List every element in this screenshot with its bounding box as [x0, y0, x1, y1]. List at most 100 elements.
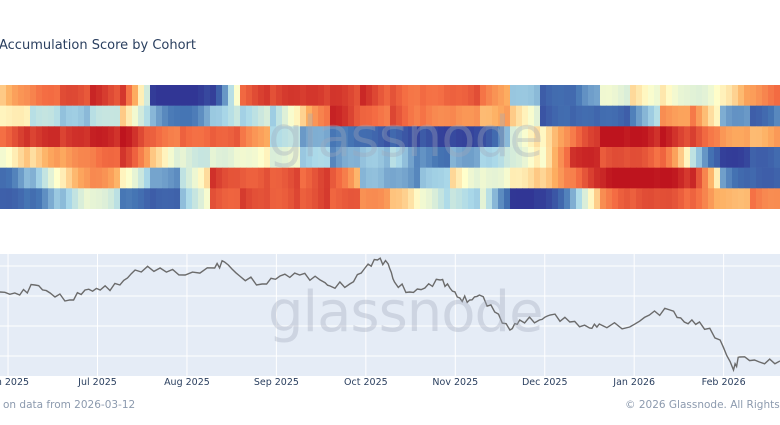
- heatmap-cell: [756, 105, 763, 127]
- heatmap-cell: [426, 147, 433, 168]
- heatmap-cell: [696, 105, 703, 127]
- heatmap-cell: [270, 167, 277, 189]
- heatmap-cell: [666, 126, 673, 148]
- heatmap-cell: [432, 167, 439, 189]
- heatmap-cell: [78, 126, 85, 148]
- heatmap-cell: [162, 167, 169, 189]
- heatmap-cell: [6, 126, 13, 148]
- heatmap-cell: [444, 105, 451, 127]
- heatmap-cell: [642, 105, 649, 127]
- heatmap-cell: [168, 147, 175, 168]
- heatmap-cell: [750, 147, 757, 168]
- heatmap-cell: [102, 85, 109, 106]
- heatmap-cell: [450, 126, 457, 148]
- heatmap-cell: [156, 188, 163, 209]
- heatmap-cell: [402, 105, 409, 127]
- heatmap-cell: [510, 167, 517, 189]
- heatmap-cell: [180, 167, 187, 189]
- heatmap-cell: [354, 147, 361, 168]
- heatmap-cell: [258, 85, 265, 106]
- heatmap-cell: [708, 126, 715, 148]
- heatmap-cell: [624, 85, 631, 106]
- heatmap-cell: [240, 147, 247, 168]
- heatmap-cell: [354, 167, 361, 189]
- heatmap-cell: [444, 188, 451, 209]
- heatmap-cell: [234, 105, 241, 127]
- heatmap-cell: [330, 85, 337, 106]
- heatmap-cell: [396, 188, 403, 209]
- heatmap-cell: [204, 126, 211, 148]
- heatmap-cell: [594, 188, 601, 209]
- heatmap-cell: [630, 188, 637, 209]
- heatmap-cell: [264, 147, 271, 168]
- heatmap-cell: [654, 105, 661, 127]
- heatmap-cell: [684, 167, 691, 189]
- heatmap-cell: [174, 85, 181, 106]
- heatmap-cell: [192, 188, 199, 209]
- heatmap-cell: [150, 126, 157, 148]
- heatmap-cell: [666, 188, 673, 209]
- heatmap-cell: [612, 85, 619, 106]
- heatmap-cell: [522, 126, 529, 148]
- heatmap-cell: [612, 188, 619, 209]
- heatmap-cell: [714, 188, 721, 209]
- heatmap-cell: [120, 105, 127, 127]
- heatmap-cell: [366, 105, 373, 127]
- heatmap-cell: [138, 85, 145, 106]
- heatmap-cell: [618, 105, 625, 127]
- heatmap-cell: [246, 188, 253, 209]
- heatmap-cell: [24, 188, 31, 209]
- heatmap-cell: [210, 147, 217, 168]
- heatmap-cell: [396, 105, 403, 127]
- heatmap-cell: [306, 167, 313, 189]
- heatmap-cell: [432, 188, 439, 209]
- heatmap-cell: [0, 85, 7, 106]
- heatmap-cell: [240, 85, 247, 106]
- heatmap-cell: [342, 105, 349, 127]
- heatmap-cell: [672, 85, 679, 106]
- heatmap-cell: [600, 85, 607, 106]
- heatmap-cell: [360, 105, 367, 127]
- heatmap-cell: [330, 105, 337, 127]
- heatmap-cell: [300, 126, 307, 148]
- heatmap-cell: [564, 167, 571, 189]
- x-tick-label: Jul 2025: [78, 377, 117, 388]
- heatmap-cell: [96, 126, 103, 148]
- heatmap-cell: [186, 126, 193, 148]
- heatmap-cell: [360, 167, 367, 189]
- heatmap-cell: [672, 188, 679, 209]
- heatmap-cell: [282, 167, 289, 189]
- heatmap-cell: [726, 126, 733, 148]
- heatmap-cell: [636, 188, 643, 209]
- heatmap-cell: [516, 126, 523, 148]
- heatmap-cell: [666, 105, 673, 127]
- heatmap-cell: [714, 126, 721, 148]
- heatmap-cell: [312, 147, 319, 168]
- heatmap-cell: [84, 85, 91, 106]
- heatmap-cell: [282, 85, 289, 106]
- heatmap-cell: [498, 105, 505, 127]
- heatmap-cell: [528, 147, 535, 168]
- heatmap-cell: [678, 188, 685, 209]
- heatmap-cell: [60, 105, 67, 127]
- heatmap-cell: [246, 147, 253, 168]
- heatmap-cell: [474, 188, 481, 209]
- heatmap-cell: [732, 105, 739, 127]
- heatmap-cell: [108, 85, 115, 106]
- heatmap-cell: [360, 126, 367, 148]
- heatmap-cell: [720, 85, 727, 106]
- heatmap-cell: [372, 126, 379, 148]
- heatmap-cell: [48, 188, 55, 209]
- heatmap-cell: [606, 147, 613, 168]
- heatmap-cell: [480, 167, 487, 189]
- heatmap-cell: [324, 105, 331, 127]
- data-date-note: on data from 2026-03-12: [3, 399, 136, 411]
- heatmap-cell: [126, 188, 133, 209]
- heatmap-cell: [306, 85, 313, 106]
- heatmap-cell: [324, 126, 331, 148]
- heatmap-cell: [420, 188, 427, 209]
- heatmap-cell: [702, 126, 709, 148]
- heatmap-cell: [408, 188, 415, 209]
- heatmap-cell: [162, 126, 169, 148]
- heatmap-cell: [636, 167, 643, 189]
